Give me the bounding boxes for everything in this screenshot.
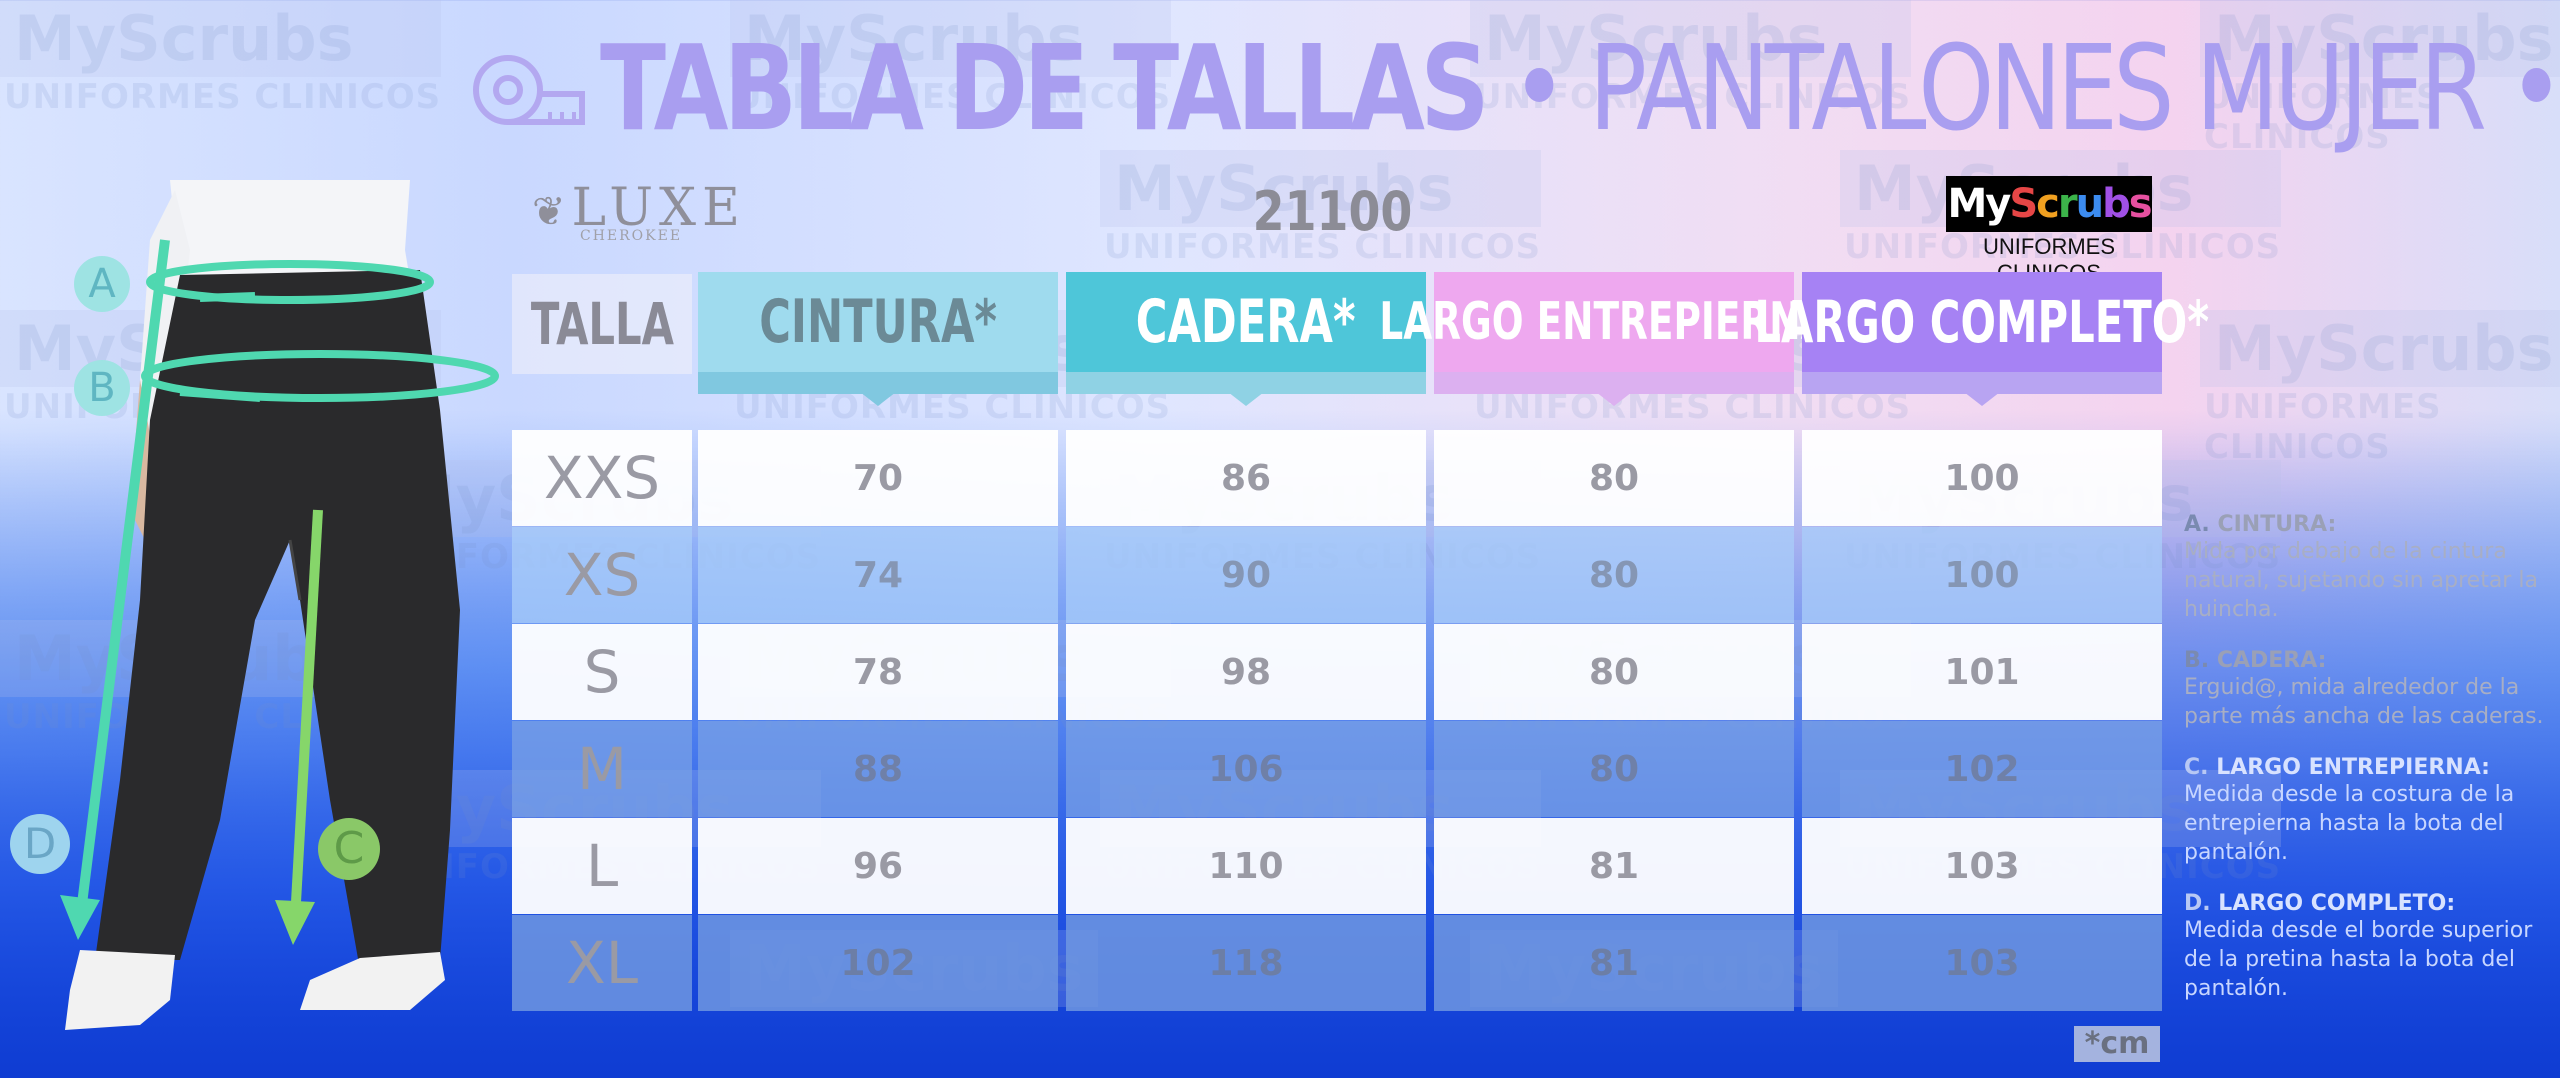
header-notch [1228, 392, 1264, 406]
header-strip [698, 372, 1058, 394]
size-cell: L [512, 818, 692, 914]
title-separator: • [2482, 19, 2560, 157]
label-a-badge: A [74, 256, 130, 312]
table-cell-cintura: 88 [698, 721, 1058, 817]
table-cell-cadera: 118 [1066, 915, 1426, 1011]
table-cell-completo: 103 [1802, 915, 2162, 1011]
size-cell: S [512, 624, 692, 720]
logo-letter: r [2057, 181, 2078, 227]
table-cell-entrepierna: 80 [1434, 721, 1794, 817]
logo-letter: S [2009, 181, 2038, 227]
table-cell-cadera: 98 [1066, 624, 1426, 720]
logo-my: My [1947, 181, 2011, 227]
pants-figure [60, 180, 499, 1030]
table-cell-completo: 100 [1802, 430, 2162, 526]
legend-item-cadera: B. CADERA: Erguid@, mida alrededor de la… [2184, 648, 2544, 729]
header-talla: TALLA [512, 274, 692, 374]
table-cell-completo: 102 [1802, 721, 2162, 817]
table-cell-completo: 103 [1802, 818, 2162, 914]
logo-letter: b [2102, 181, 2131, 227]
label-c-badge: C [318, 818, 380, 880]
unit-note: *cm [2074, 1026, 2160, 1062]
myscrubs-logo: MyScrubs UNIFORMES CLINICOS [1946, 176, 2153, 286]
measuring-tape-icon [473, 55, 585, 125]
table-cell-entrepierna: 80 [1434, 430, 1794, 526]
table-cell-entrepierna: 81 [1434, 915, 1794, 1011]
table-cell-cintura: 102 [698, 915, 1058, 1011]
header-cadera: CADERA* [1066, 272, 1426, 372]
luxe-emblem-icon: ❦ [532, 189, 572, 235]
header-notch [1964, 392, 2000, 406]
title-separator: • [1484, 19, 1589, 157]
table-cell-cintura: 96 [698, 818, 1058, 914]
table-cell-cadera: 106 [1066, 721, 1426, 817]
size-cell: XL [512, 915, 692, 1011]
table-cell-cintura: 78 [698, 624, 1058, 720]
table-cell-cintura: 74 [698, 527, 1058, 623]
header-notch [1596, 392, 1632, 406]
title-bold: TABLA DE TALLAS [600, 19, 1490, 157]
luxe-sub: CHEROKEE [580, 228, 683, 244]
header-largo-completo: LARGO COMPLETO* [1755, 272, 2209, 372]
table-cell-cadera: 90 [1066, 527, 1426, 623]
title-text: PANTALONES MUJER [1588, 19, 2487, 157]
table-cell-entrepierna: 81 [1434, 818, 1794, 914]
logo-letter: c [2036, 181, 2060, 227]
size-cell: XS [512, 527, 692, 623]
table-cell-completo: 100 [1802, 527, 2162, 623]
legend-item-largo-completo: D. LARGO COMPLETO: Medida desde el borde… [2184, 891, 2533, 1001]
header-cintura: CINTURA* [698, 272, 1058, 372]
header-strip [1802, 372, 2162, 394]
table-cell-cintura: 70 [698, 430, 1058, 526]
page-title: TABLA DE TALLAS • PANTALONES MUJER • [600, 18, 2560, 158]
table-cell-entrepierna: 80 [1434, 624, 1794, 720]
model-number: 21100 [1252, 180, 1413, 243]
logo-letter: s [2128, 181, 2153, 227]
size-cell: M [512, 721, 692, 817]
table-cell-cadera: 110 [1066, 818, 1426, 914]
header-notch [860, 392, 896, 406]
logo-letter: u [2075, 181, 2105, 227]
measurement-legend: A. CINTURA: Mida por debajo de la cintur… [2184, 512, 2550, 1027]
header-largo-entrepierna: LARGO ENTREPIERNA* [1379, 272, 1849, 372]
table-cell-cadera: 86 [1066, 430, 1426, 526]
header-strip [1066, 372, 1426, 394]
table-cell-entrepierna: 80 [1434, 527, 1794, 623]
legend-item-largo-entrepierna: C. LARGO ENTREPIERNA: Medida desde la co… [2184, 755, 2515, 865]
header-strip [1434, 372, 1794, 394]
luxe-name: LUXE [571, 178, 747, 238]
size-cell: XXS [512, 430, 692, 526]
label-b-badge: B [74, 360, 130, 416]
table-cell-completo: 101 [1802, 624, 2162, 720]
luxe-logo: ❦LUXE CHEROKEE [532, 178, 747, 244]
label-d-badge: D [10, 814, 70, 874]
legend-item-cintura: A. CINTURA: Mida por debajo de la cintur… [2184, 512, 2538, 622]
